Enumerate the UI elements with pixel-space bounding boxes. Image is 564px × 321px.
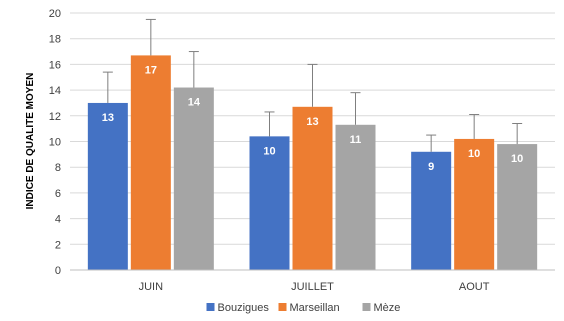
y-tick-label: 18 (49, 34, 61, 46)
legend-entry: Mèze (374, 302, 401, 314)
data-label: 9 (428, 161, 434, 173)
legend-swatch (206, 303, 215, 311)
y-tick-label: 16 (49, 59, 61, 71)
data-labels: 13 17 14 10 13 11 9 10 10 (102, 64, 524, 172)
y-tick-label: 4 (55, 214, 61, 226)
bar-m-ze (173, 87, 214, 270)
legend: Bouzigues Marseillan Mèze (206, 302, 401, 314)
data-label: 14 (188, 97, 201, 109)
y-tick-label: 12 (49, 111, 61, 123)
legend-swatch (278, 303, 287, 311)
y-tick-label: 8 (55, 162, 61, 174)
legend-entry: Bouzigues (218, 302, 270, 314)
bar-marseillan (292, 106, 333, 271)
y-tick-label: 20 (49, 8, 61, 20)
x-category-label: JUIN (139, 281, 164, 293)
legend-swatch (362, 303, 371, 311)
bar-bouzigues (411, 151, 452, 270)
x-category-label: AOUT (459, 281, 490, 293)
data-label: 13 (102, 112, 114, 124)
y-tick-label: 14 (49, 85, 61, 97)
data-label: 11 (350, 134, 362, 146)
y-axis-ticks: 0 2 4 6 8 10 12 14 16 18 20 (49, 8, 61, 277)
data-label: 17 (145, 64, 157, 76)
bar-marseillan (454, 138, 495, 270)
data-label: 10 (511, 153, 523, 165)
bar-bouzigues (87, 102, 128, 270)
bar-bouzigues (249, 136, 290, 270)
y-tick-label: 6 (55, 188, 61, 200)
bar-marseillan (130, 55, 171, 270)
data-label: 13 (306, 116, 318, 128)
y-axis-label: INDICE DE QUALITE MOYEN (25, 73, 36, 210)
x-axis-categories: JUIN JUILLET AOUT (139, 281, 490, 293)
bars (87, 55, 538, 271)
bar-m-ze (497, 144, 538, 270)
y-tick-label: 10 (49, 137, 61, 149)
x-category-label: JUILLET (291, 281, 334, 293)
error-bars (102, 18, 523, 152)
bar-m-ze (335, 124, 376, 270)
y-tick-label: 0 (55, 265, 61, 277)
legend-entry: Marseillan (290, 302, 340, 314)
data-label: 10 (468, 148, 480, 160)
y-tick-label: 2 (55, 239, 61, 251)
data-label: 10 (263, 145, 275, 157)
